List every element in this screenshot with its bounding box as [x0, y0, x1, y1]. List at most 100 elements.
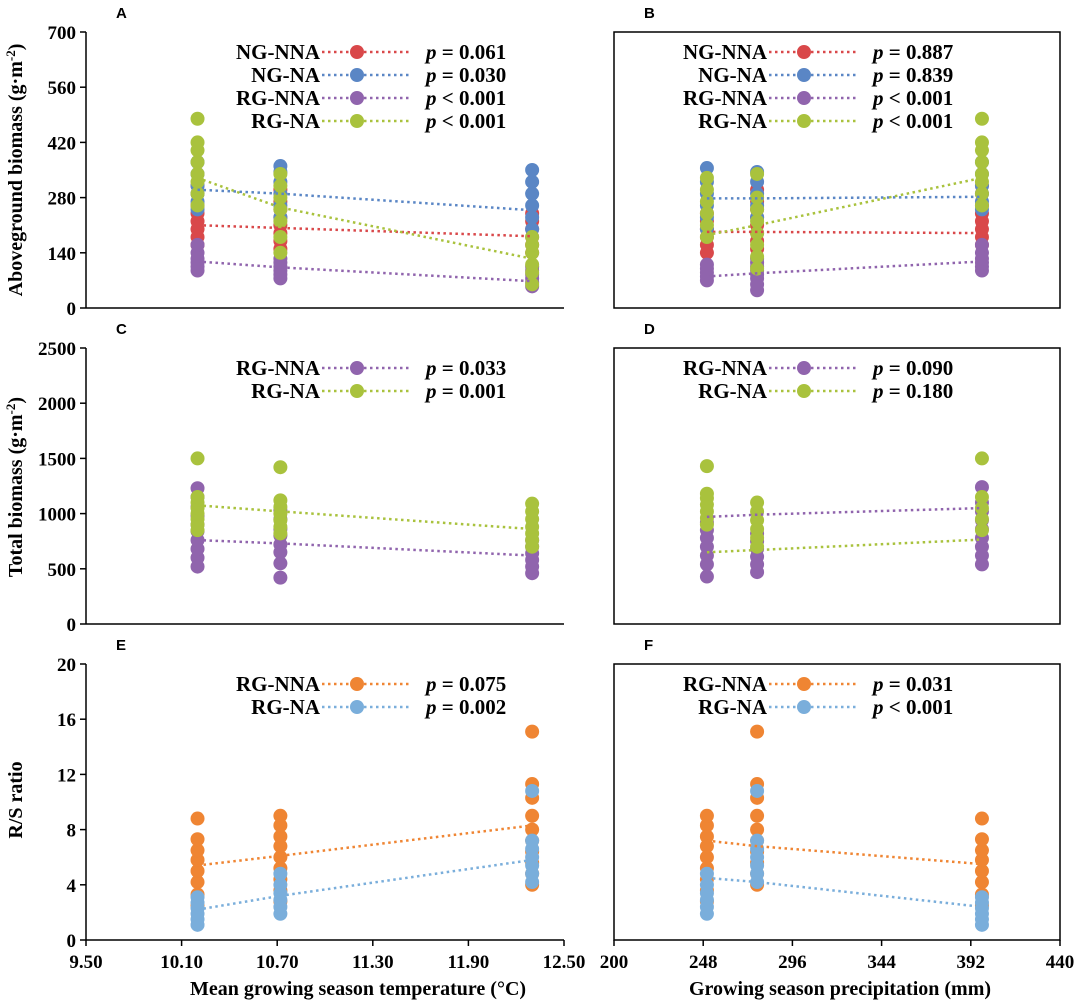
data-point [974, 864, 989, 878]
data-point [273, 808, 288, 823]
data-point [699, 459, 714, 474]
panel-a: A 0 140 280 420 560 700 NG-NNA p = 0.061 NG-NA p =… [48, 5, 564, 320]
legend-label: NG-NNA [683, 40, 768, 64]
trend-line-rg-na [706, 538, 983, 554]
data-point [699, 818, 714, 833]
data-point [190, 155, 205, 170]
x-axis-title-right: Growing season precipitation (mm) [689, 978, 991, 1000]
legend-p-value: p = 0.075 [424, 672, 506, 696]
legend-label: RG-NNA [236, 86, 321, 110]
legend-marker [350, 677, 364, 691]
p-symbol: p [871, 86, 884, 110]
legend-marker [350, 114, 364, 128]
data-point [699, 569, 714, 584]
data-point [699, 877, 714, 892]
x-axis-title-left: Mean growing season temperature (°C) [190, 978, 526, 1000]
legend-p-value: p = 0.002 [424, 695, 506, 719]
data-point [273, 877, 288, 892]
data-point [273, 866, 288, 881]
x-tick-label: 11.30 [352, 952, 394, 973]
legend-label: RG-NA [251, 695, 321, 719]
data-point [974, 111, 989, 126]
data-point [699, 866, 714, 881]
p-value-text: = 0.061 [437, 40, 507, 64]
data-point [750, 166, 765, 181]
trend-line-rg-nna [706, 260, 983, 278]
series-rg-nna [190, 237, 540, 294]
data-point [750, 783, 765, 798]
data-point [525, 257, 540, 272]
trend-line-ng-na [197, 188, 533, 212]
data-point [525, 163, 540, 177]
legend-p-value: p = 0.030 [424, 63, 506, 87]
data-point [190, 843, 205, 858]
data-point [190, 135, 205, 150]
p-value-text: < 0.001 [884, 86, 954, 110]
legend: RG-NNA p = 0.031 RG-NA p < 0.001 [683, 672, 953, 719]
data-point [974, 875, 989, 890]
p-symbol: p [871, 40, 884, 64]
data-point [273, 556, 288, 571]
legend-p-value: p < 0.001 [424, 109, 506, 133]
legend: NG-NNA p = 0.887 NG-NA p = 0.839 RG-NNA p < 0… [683, 40, 953, 133]
x-tick-label: 392 [957, 952, 986, 973]
legend-label: RG-NNA [236, 356, 321, 380]
data-point [190, 864, 205, 878]
x-tick-label: 440 [1046, 952, 1075, 973]
legend-marker [797, 45, 811, 59]
series-ng-nna [190, 178, 540, 260]
series-rg-na [699, 783, 989, 932]
p-value-text: = 0.887 [884, 40, 954, 64]
data-point [525, 783, 540, 798]
series-rg-na [699, 111, 989, 276]
x-tick-label: 10.70 [256, 952, 299, 973]
legend-p-value: p = 0.031 [871, 672, 953, 696]
data-point [273, 460, 288, 475]
data-point [273, 214, 288, 229]
x-tick-label: 9.50 [69, 952, 102, 973]
legend-label: RG-NA [698, 109, 768, 133]
data-point [525, 822, 540, 837]
data-point [750, 822, 765, 837]
p-symbol: p [424, 40, 437, 64]
p-symbol: p [424, 109, 437, 133]
data-point [974, 512, 989, 527]
legend-label: RG-NA [698, 695, 768, 719]
data-point [525, 230, 540, 245]
data-point [750, 833, 765, 848]
data-point [974, 523, 989, 538]
legend-label: RG-NNA [683, 356, 768, 380]
legend-label: NG-NNA [236, 40, 321, 64]
data-point [974, 890, 989, 905]
data-point [273, 493, 288, 508]
trend-line-rg-nna [197, 538, 533, 557]
p-value-text: = 0.090 [884, 356, 954, 380]
series-rg-na [699, 451, 989, 554]
p-symbol: p [424, 672, 437, 696]
y-axis-title-total-main: Total biomass (g·m [5, 414, 27, 577]
data-point [974, 480, 989, 495]
panel-letter: E [116, 637, 126, 654]
legend-marker [350, 91, 364, 105]
trend-line-rg-na [706, 176, 983, 237]
legend-label: RG-NNA [683, 86, 768, 110]
data-point [750, 202, 765, 217]
y-axis-title-total-sup: -2 [3, 404, 18, 415]
y-tick-label: 2500 [38, 339, 76, 360]
panel-f: F 200 248 296 344 392 440 RG-NNA p = 0.031 RG-NA p… [600, 637, 1075, 973]
data-point [974, 135, 989, 150]
panel-b: B NG-NNA p = 0.887 NG-NA p = 0.839 RG-NNA p < … [613, 5, 1061, 309]
y-tick-label: 2000 [38, 394, 76, 415]
x-tick-label: 200 [600, 952, 629, 973]
legend-marker [350, 45, 364, 59]
y-tick-label: 1500 [38, 449, 76, 470]
legend-marker [797, 361, 811, 375]
data-point [699, 839, 714, 854]
trend-line-rg-nna [706, 506, 982, 519]
y-axis-title-total: Total biomass (g·m-2) [3, 397, 27, 577]
legend: RG-NNA p = 0.075 RG-NA p = 0.002 [236, 672, 506, 719]
legend-marker [797, 68, 811, 82]
trend-line-ng-nna [197, 223, 533, 238]
